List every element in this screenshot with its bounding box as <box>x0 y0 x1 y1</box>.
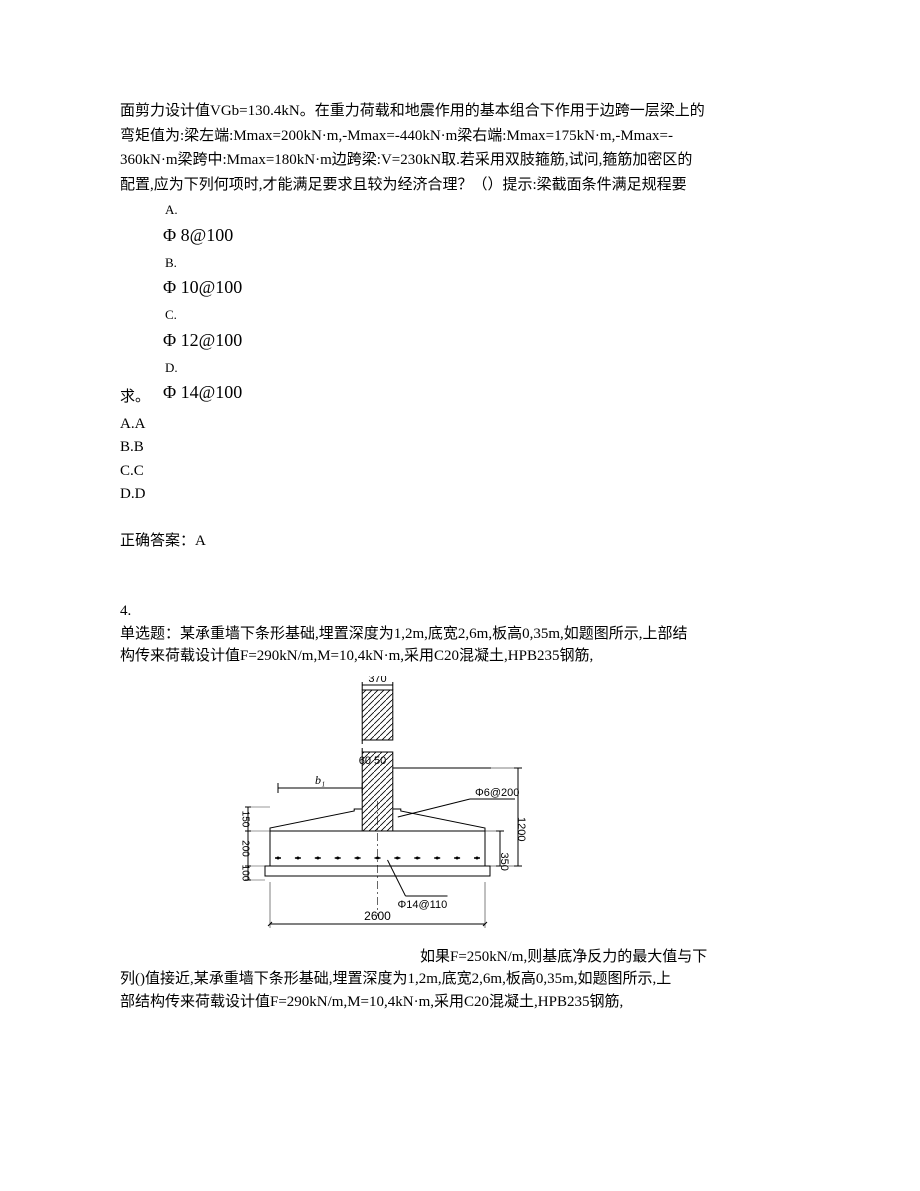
q3-line4: 配置,应为下列何项时,才能满足要求且较为经济合理？（）提示:梁截面条件满足规程要 <box>120 174 800 197</box>
ans-d: D.D <box>120 483 800 506</box>
opt-a-letter: A. <box>165 200 800 220</box>
svg-text:200: 200 <box>240 840 251 857</box>
svg-text:60 50: 60 50 <box>359 755 387 767</box>
q3-line2: 弯矩值为:梁左端:Mmax=200kN·m,-Mmax=-440kN·m梁右端:… <box>120 125 800 148</box>
q4-tail-1: 如果F=250kN/m,则基底净反力的最大值与下 <box>420 949 707 965</box>
q4-number: 4. <box>120 600 800 623</box>
q3-line3: 360kN·m梁跨中:Mmax=180kN·m边跨梁:V=230kN取.若采用双… <box>120 149 800 172</box>
q4-figure: 370 60 50 b₁ Φ6@200 350 1200 150 200 100 Φ14@110 2… <box>230 676 530 946</box>
q3-answer-options: A.A B.B C.C D.D <box>120 413 800 506</box>
opt-b-formula: Φ 10@100 <box>163 274 800 301</box>
q4-stem-line2: 构传来荷载设计值F=290kN/m,M=10,4kN·m,采用C20混凝土,HP… <box>120 645 800 668</box>
svg-text:370: 370 <box>368 676 386 685</box>
q3-qiu: 求。 <box>120 386 150 409</box>
q3-correct-answer: 正确答案：A <box>120 530 800 553</box>
svg-text:150: 150 <box>240 810 251 827</box>
svg-text:350: 350 <box>498 852 510 870</box>
svg-text:2600: 2600 <box>364 909 391 923</box>
svg-text:Φ14@110: Φ14@110 <box>398 899 448 911</box>
svg-text:1200: 1200 <box>515 817 527 841</box>
foundation-diagram: 370 60 50 b₁ Φ6@200 350 1200 150 200 100 Φ14@110 2… <box>230 676 530 946</box>
q4-stem-line1: 某承重墙下条形基础,埋置深度为1,2m,底宽2,6m,板高0,35m,如题图所示… <box>180 626 688 642</box>
q3-paragraph: 面剪力设计值VGb=130.4kN。在重力荷载和地震作用的基本组合下作用于边跨一… <box>120 100 800 196</box>
q4-stem: 单选题：某承重墙下条形基础,埋置深度为1,2m,底宽2,6m,板高0,35m,如… <box>120 623 800 646</box>
q4-tail: 如果F=250kN/m,则基底净反力的最大值与下 <box>120 946 800 969</box>
ans-c: C.C <box>120 460 800 483</box>
ans-b: B.B <box>120 436 800 459</box>
q4-stem-label: 单选题： <box>120 626 180 642</box>
ans-a: A.A <box>120 413 800 436</box>
svg-text:100: 100 <box>240 864 251 881</box>
q4-tail-3: 部结构传来荷载设计值F=290kN/m,M=10,4kN·m,采用C20混凝土,… <box>120 991 800 1014</box>
svg-text:b₁: b₁ <box>315 773 325 787</box>
q3-options-figure: A. Φ 8@100 B. Φ 10@100 C. Φ 12@100 D. Φ … <box>120 200 800 406</box>
svg-text:Φ6@200: Φ6@200 <box>475 787 519 799</box>
opt-c-formula: Φ 12@100 <box>163 327 800 354</box>
opt-c-letter: C. <box>165 305 800 325</box>
opt-b-letter: B. <box>165 253 800 273</box>
q3-line1: 面剪力设计值VGb=130.4kN。在重力荷载和地震作用的基本组合下作用于边跨一… <box>120 100 800 123</box>
q4-tail-2: 列()值接近,某承重墙下条形基础,埋置深度为1,2m,底宽2,6m,板高0,35… <box>120 968 800 991</box>
opt-a-formula: Φ 8@100 <box>163 222 800 249</box>
opt-d-letter: D. <box>165 358 800 378</box>
